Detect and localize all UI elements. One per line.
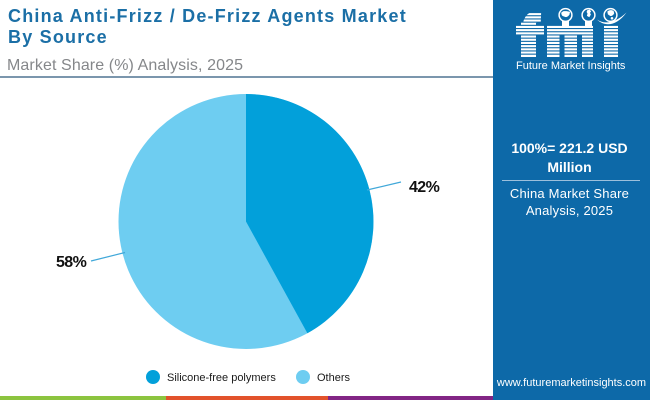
svg-text:Future Market Insights: Future Market Insights xyxy=(516,60,626,72)
